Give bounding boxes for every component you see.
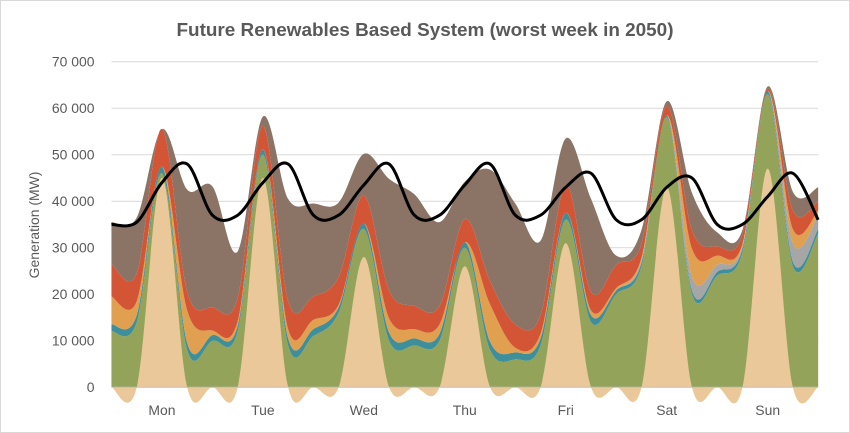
demand-line [111,161,820,231]
x-tick-label: Wed [350,402,378,418]
y-tick-label: 10 000 [52,333,95,349]
area-layer-red [111,88,819,352]
y-tick-label: 0 [87,379,95,395]
area-layer-brown [111,86,819,331]
stacked-areas [111,86,819,388]
y-tick-label: 60 000 [52,100,95,116]
x-tick-label: Sat [656,402,677,418]
x-tick-label: Thu [453,402,477,418]
y-tick-label: 50 000 [52,147,95,163]
y-tick-label: 20 000 [52,286,95,302]
y-tick-label: 70 000 [52,54,95,70]
y-tick-labels: 0 10 000 20 000 30 000 40 000 50 000 60 000 70 … [52,54,95,395]
y-axis-label: Generation (MW) [26,172,42,279]
y-tick-label: 40 000 [52,193,95,209]
x-tick-label: Tue [251,402,275,418]
area-layer-base [111,94,819,388]
x-tick-label: Sun [755,402,780,418]
solar-areas [111,168,819,404]
y-tick-label: 30 000 [52,240,95,256]
x-tick-label: Mon [148,402,175,418]
area-solar [111,168,819,404]
x-tick-label: Fri [558,402,574,418]
chart-title: Future Renewables Based System (worst we… [176,20,673,41]
demand-line-group [111,161,820,231]
x-tick-labels: Mon Tue Wed Thu Fri Sat Sun [148,402,780,418]
